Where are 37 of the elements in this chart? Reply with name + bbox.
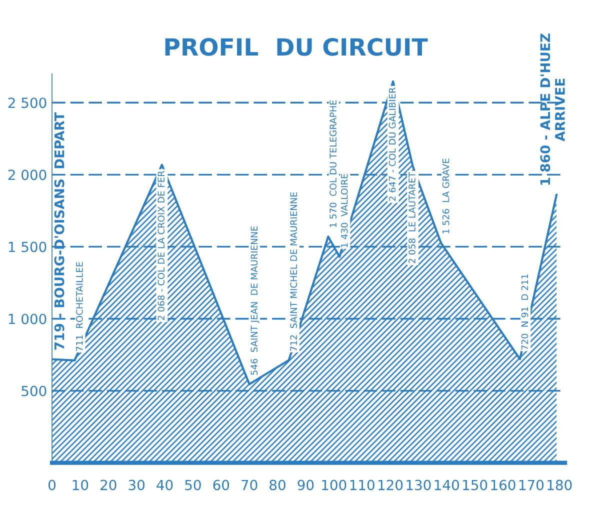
y-tick-label: 2 000 bbox=[8, 170, 46, 180]
x-tick-label: 150 bbox=[463, 480, 488, 490]
y-tick-label: 500 bbox=[22, 386, 46, 396]
annotation: 2 647 - COL DU GALIBIER bbox=[388, 87, 396, 201]
annotation: 1 526 LA GRAVE bbox=[442, 158, 450, 234]
x-tick-label: 170 bbox=[519, 480, 544, 490]
x-tick-label: 70 bbox=[242, 480, 258, 490]
annotation: 720 N 91 D 211 bbox=[521, 274, 528, 350]
x-tick-label: 120 bbox=[378, 480, 403, 490]
x-tick-label: 130 bbox=[406, 480, 431, 490]
x-tick-label: 60 bbox=[213, 480, 230, 490]
annotation: 712 SAINT MICHEL DE MAURIENNE bbox=[290, 192, 298, 351]
x-tick-label: 30 bbox=[128, 480, 144, 490]
x-tick-label: 80 bbox=[270, 480, 286, 490]
x-tick-label: 160 bbox=[491, 480, 516, 490]
x-tick-label: 140 bbox=[434, 480, 459, 490]
x-tick-label: 40 bbox=[156, 480, 173, 490]
annotation: 719 - BOURG-D'OISANS DEPART bbox=[54, 112, 64, 350]
annotation: 1 570 COL DU TELEGRAPHE bbox=[330, 100, 336, 227]
x-tick-label: 90 bbox=[298, 480, 314, 490]
x-tick-label: 50 bbox=[185, 480, 201, 490]
chart-title: PROFIL DU CIRCUIT bbox=[165, 38, 428, 56]
annotation: 1 430 VALLOIRE bbox=[340, 174, 348, 248]
annotation: 2 058 LE LAUTARET bbox=[408, 172, 416, 264]
y-tick-label: 1 000 bbox=[8, 314, 46, 324]
annotation: 711 ROCHETAILLEE bbox=[76, 262, 83, 352]
annotation: 1 860 - ALPE D'HUEZ ARRIVEE bbox=[540, 34, 565, 185]
x-tick-label: 20 bbox=[100, 480, 116, 490]
annotation: 546 SAINT JEAN DE MAURIENNE bbox=[250, 226, 260, 375]
x-tick-label: 110 bbox=[350, 480, 374, 490]
x-tick-label: 180 bbox=[548, 480, 572, 490]
y-tick-label: 2 500 bbox=[8, 98, 46, 108]
y-tick-label: 1 500 bbox=[8, 242, 46, 252]
annotation: 2 068 - COL DE LA CROIX DE FER bbox=[158, 170, 165, 320]
x-tick-label: 10 bbox=[72, 480, 88, 490]
x-tick-label: 100 bbox=[322, 480, 346, 490]
x-tick-label: 0 bbox=[48, 480, 56, 490]
